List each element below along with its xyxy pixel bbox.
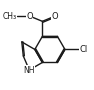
Text: O: O [26, 12, 33, 21]
Text: NH: NH [24, 66, 35, 75]
Text: CH₃: CH₃ [3, 12, 17, 21]
Text: Cl: Cl [79, 45, 88, 54]
Text: O: O [52, 12, 58, 21]
